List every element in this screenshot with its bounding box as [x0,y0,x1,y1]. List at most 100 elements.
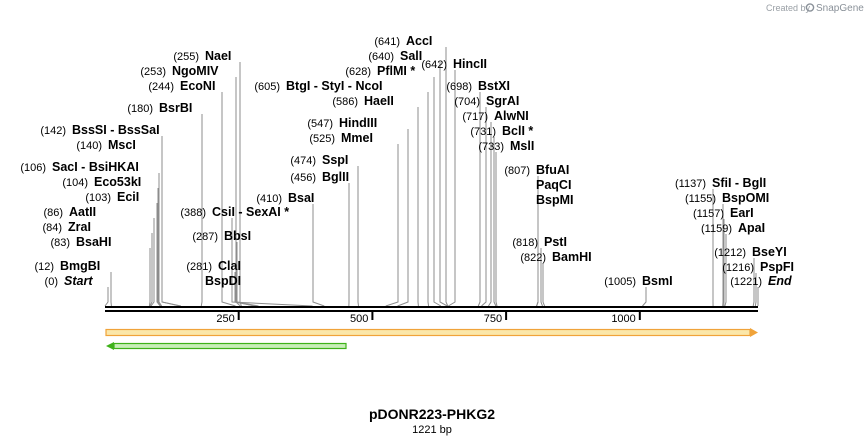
site-label-sspi[interactable]: SspI [322,153,348,167]
site-label-hincii[interactable]: HincII [453,57,487,71]
site-position-bsai: (410) [256,193,282,205]
site-label-bsmi[interactable]: BsmI [642,274,673,288]
site-label-sali[interactable]: SalI [400,49,422,63]
site-label-clai[interactable]: ClaI [218,259,241,273]
site-label-mmei[interactable]: MmeI [341,131,373,145]
site-label-msci[interactable]: MscI [108,138,136,152]
site-label-apai[interactable]: ApaI [738,221,765,235]
site-position-btgi-styi-ncoi: (605) [254,81,280,93]
site-label-btgi-styi-ncoi[interactable]: BtgI - StyI - NcoI [286,79,383,93]
site-label-paqci[interactable]: PaqCI [536,178,571,192]
site-label-start[interactable]: Start [64,274,93,288]
site-position-eari: (1157) [693,208,724,220]
site-position-bamhi: (822) [520,252,546,264]
site-label-bsssi-bsssai[interactable]: BssSI - BssSaI [72,123,160,137]
leader-sali [439,62,448,307]
site-label-eco53ki[interactable]: Eco53kI [94,175,141,189]
ruler-tick-750 [505,312,508,320]
site-label-end[interactable]: End [768,274,792,288]
leader-acci [445,47,449,307]
leader-bamhi [542,263,546,307]
site-label-eari[interactable]: EarI [730,206,754,220]
site-label-msli[interactable]: MslI [510,139,534,153]
site-label-bbsi[interactable]: BbsI [224,229,251,243]
leader-sgrai [481,107,487,307]
leader-csii-sexai [231,218,313,307]
site-label-ecii[interactable]: EciI [117,190,139,204]
site-label-sfii-bgli[interactable]: SfiI - BglI [712,176,766,190]
site-label-bfuai[interactable]: BfuAI [536,163,569,177]
site-label-zrai[interactable]: ZraI [68,220,91,234]
site-label-pspfi[interactable]: PspFI [760,260,794,274]
site-label-psti[interactable]: PstI [544,235,567,249]
site-position-haeii: (586) [332,96,358,108]
green-feature-arrow[interactable] [106,342,347,350]
leader-bseyi [752,258,755,307]
site-position-hincii: (642) [421,59,447,71]
site-position-bstxi: (698) [446,81,472,93]
site-position-bcli: (731) [470,126,496,138]
site-label-bspdi[interactable]: BspDI [205,274,241,288]
site-label-bmgbi[interactable]: BmgBI [60,259,100,273]
site-position-psti: (818) [512,237,538,249]
site-position-clai: (281) [186,261,212,273]
site-label-econi[interactable]: EcoNI [180,79,215,93]
leader-pspfi [754,273,757,307]
leader-bsahi [148,248,151,307]
leader-msli [495,152,498,307]
leader-alwni [488,122,492,307]
orange-feature-bar[interactable] [105,328,751,337]
site-position-hindiii: (547) [307,118,333,130]
ruler-label-500: 500 [350,313,368,325]
ruler-label-750: 750 [484,313,502,325]
site-label-bsai[interactable]: BsaI [288,191,314,205]
site-position-pspfi: (1216) [722,262,754,274]
site-label-pflmi[interactable]: PflMI * [377,64,415,78]
ruler-tick-500 [371,312,374,320]
site-label-aatii[interactable]: AatII [69,205,96,219]
site-label-bsrbi[interactable]: BsrBI [159,101,192,115]
green-feature-bar[interactable] [113,342,347,350]
ruler-tick-1000 [638,312,641,320]
site-position-mmei: (525) [309,133,335,145]
site-position-msci: (140) [76,140,102,152]
site-position-econi: (244) [148,81,174,93]
site-label-bstxi[interactable]: BstXI [478,79,510,93]
site-label-acci[interactable]: AccI [406,34,432,48]
site-position-acci: (641) [374,36,400,48]
site-label-bsahi[interactable]: BsaHI [76,235,111,249]
ruler-label-1000: 1000 [611,313,635,325]
site-label-saci-bsihkai[interactable]: SacI - BsiHKAI [52,160,139,174]
leader-hindiii [397,129,409,307]
leader-bsai [312,204,325,307]
site-position-start: (0) [45,276,58,288]
site-label-ngomiv[interactable]: NgoMIV [172,64,219,78]
site-position-bseyi: (1212) [714,247,746,259]
green-feature-arrowhead[interactable] [106,342,114,350]
site-label-bspomi[interactable]: BspOMI [722,191,769,205]
site-label-bcli[interactable]: BclI * [502,124,533,138]
leader-apai [724,234,727,307]
site-position-zrai: (84) [42,222,62,234]
plasmid-length: 1221 bp [412,424,452,436]
orange-feature-arrow[interactable] [105,328,758,337]
site-label-naei[interactable]: NaeI [205,49,231,63]
site-label-alwni[interactable]: AlwNI [494,109,529,123]
orange-feature-arrowhead[interactable] [750,328,758,337]
leader-aatii [150,218,155,307]
ruler-tick-250 [237,312,240,320]
site-label-bseyi[interactable]: BseYI [752,245,787,259]
site-label-hindiii[interactable]: HindIII [339,116,377,130]
site-label-csii-sexai[interactable]: CsiI - SexAI * [212,205,289,219]
leader-econi [221,92,236,307]
site-label-haeii[interactable]: HaeII [364,94,394,108]
site-label-bspmi[interactable]: BspMI [536,193,574,207]
leader-bcli [493,137,497,307]
site-label-sgrai[interactable]: SgrAI [486,94,519,108]
site-label-bglii[interactable]: BglII [322,170,349,184]
snapgene-credit: Created by SnapGene [766,3,864,14]
backbone [105,306,758,312]
site-position-ecii: (103) [85,192,111,204]
site-label-bamhi[interactable]: BamHI [552,250,592,264]
